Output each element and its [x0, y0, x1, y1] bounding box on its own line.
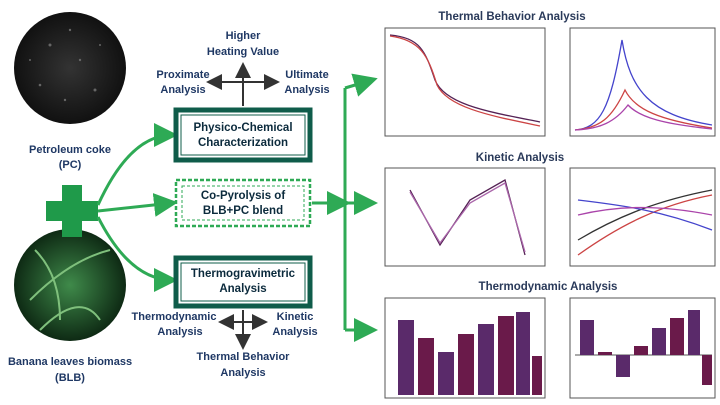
output-label: Analysis [220, 367, 265, 379]
output-label: Higher [226, 30, 262, 42]
output-label: Analysis [157, 326, 202, 338]
output-label: Analysis [160, 84, 205, 96]
box-text: Thermogravimetric [191, 268, 296, 280]
leaves-image [14, 229, 126, 341]
section-title: Kinetic Analysis [476, 152, 564, 164]
output-label: Analysis [272, 326, 317, 338]
box-text: Analysis [219, 283, 266, 295]
box [176, 110, 310, 160]
section-title: Thermal Behavior Analysis [438, 11, 585, 23]
coke-image [14, 12, 126, 124]
box [176, 180, 310, 226]
box-text: BLB+PC blend [203, 205, 283, 217]
box [176, 258, 310, 306]
material-label: (BLB) [55, 372, 85, 384]
output-label: Kinetic [277, 311, 314, 323]
box-text: Physico-Chemical [193, 122, 292, 134]
output-label: Proximate [156, 69, 209, 81]
output-label: Analysis [284, 84, 329, 96]
section-title: Thermodynamic Analysis [479, 281, 618, 293]
output-label: Thermodynamic [132, 311, 217, 323]
plus-icon [46, 185, 98, 237]
graphical-abstract: Petroleum coke (PC) Banana leaves biomas… [0, 0, 720, 405]
material-label: Banana leaves biomass [8, 356, 132, 368]
material-label: (PC) [59, 159, 82, 171]
output-label: Heating Value [207, 46, 279, 58]
output-label: Thermal Behavior [197, 351, 291, 363]
output-label: Ultimate [285, 69, 328, 81]
material-label: Petroleum coke [29, 144, 111, 156]
box-text: Characterization [198, 137, 288, 149]
box-text: Co-Pyrolysis of [201, 190, 286, 202]
